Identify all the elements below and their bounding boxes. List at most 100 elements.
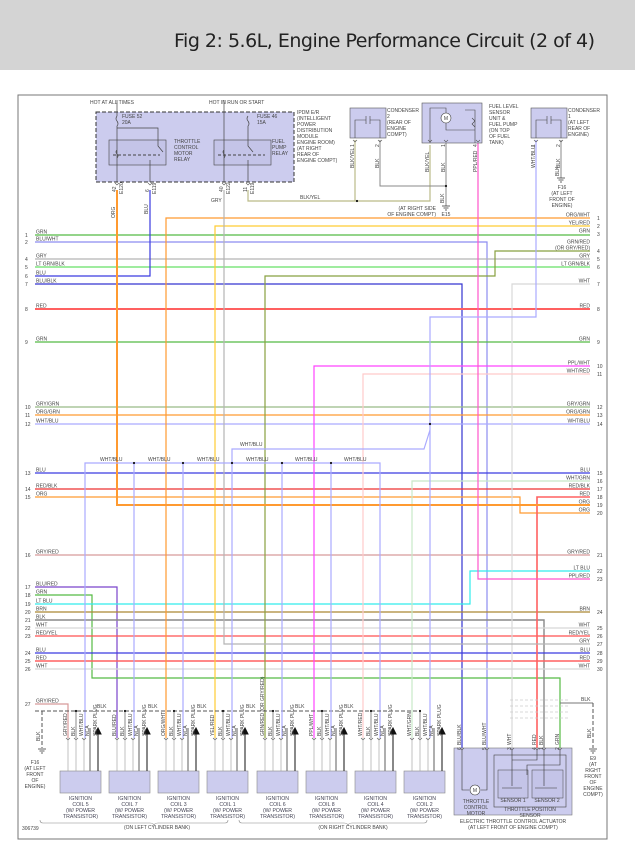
left-row-label: RED [36,304,47,310]
connector-pin-icon [114,182,120,186]
coil-name: TRANSISTOR) [161,814,196,820]
coil-pin-label: BLK [317,726,323,736]
condenser-1-label: CONDENSER [568,108,600,114]
wire-yel-red [214,225,590,738]
fuel-pump-relay [213,139,272,166]
e9-label: ENGINE [583,786,603,792]
wire-label: BLK [555,166,561,176]
wire-label: WHT/BLU [531,145,537,168]
sensor-1 [497,769,529,799]
coil-pin-leads [165,738,183,771]
pin-number: 1 [441,144,447,147]
left-row-label: BLU [36,271,46,277]
sensor-2-label: SENSOR 2 [534,798,560,804]
coil-name: (W/ POWER [312,808,341,814]
left-row-number: 1 [25,233,28,239]
throttle-motor-label: THROTTLE [463,799,490,805]
motor-symbol: M [473,788,477,794]
connector-pin-icon [221,182,227,186]
wire-blu-6 [35,190,151,277]
coil-name: IGNITION [118,796,141,802]
left-row-number: 18 [25,593,31,599]
left-row-label: BLU/RED [36,582,58,588]
fuse-46-label: 15A [257,120,267,126]
actuator-pin-wire-label: WHT [507,734,513,745]
left-row-number: 26 [25,667,31,673]
right-row-label: BLU [580,468,590,474]
condenser-2-label: ENGINE [387,126,407,132]
coil-pin-label: BLK [415,726,421,736]
hot-in-run-or-start-label: HOT IN RUN OR START [209,100,264,106]
coil-pin-label: NCA [85,725,91,736]
coil-name: COIL 3 [170,802,186,808]
fuse-46-label: FUSE 46 [257,114,278,120]
splice-dot [280,461,284,465]
coil-pin-label: WHT/RED [358,712,364,736]
left-row-label: BLU/BLK [36,279,57,285]
coil-name: TRANSISTOR) [309,814,344,820]
f16-bottom-label: F16 [31,760,40,766]
right-row-number: 24 [597,610,603,616]
e15-label: E15 [442,212,451,218]
ignition-coil-6 [305,770,348,794]
e15-location: OF ENGINE COMPT) [387,212,436,218]
coil-pin-leads [264,738,282,771]
coil-pin-label: YEL/RED [210,714,216,736]
right-row-label: PPL/WHT [568,361,590,367]
f16-top-label: FRONT OF [549,197,574,203]
coil-name: IGNITION [266,796,289,802]
coil-name: TRANSISTOR) [210,814,245,820]
left-row-number: 6 [25,274,28,280]
throttle-motor-label: MOTOR [467,811,486,817]
wire-wht-grn [411,480,590,738]
ipdm-connector-id: E122 [226,182,232,194]
throttle-relay-label: MOTOR [174,151,193,157]
right-row-number: 14 [597,422,603,428]
fuel-pump-internal-icon [429,107,476,143]
wire-label: BLK/YEL [300,195,321,201]
ground-f16-icon [557,177,565,183]
coil-pin-label: NCA [282,725,288,736]
pin-number: 2 [556,144,562,147]
right-row-number: 22 [597,569,603,575]
ipdm-label: IPDM E/R [297,110,320,116]
left-row-number: 20 [25,610,31,616]
left-row-number: 5 [25,265,28,271]
connector-pin-icon [509,747,515,751]
splice-dot [132,461,136,465]
coil-pin-label: SPARK PLUG [437,704,443,736]
e9-label: OF [590,780,597,786]
wires [35,140,594,750]
wht-blu-bus-label: WHT/BLU [148,457,171,463]
ipdm-label: ENGINE COMPT) [297,158,338,164]
splice-dot [123,709,127,713]
splice-dot [418,709,422,713]
coil-pin-label: BLK [366,726,372,736]
right-bank-label: (ON RIGHT CYLINDER BANK) [318,825,388,831]
left-row-label: ORG [36,492,48,498]
coil-pin-label: WHT/BLU [226,713,232,736]
wire-label: BLK/YEL [350,147,356,168]
left-row-number: 12 [25,422,31,428]
actuator-pin-number: 4 [532,747,538,750]
left-row-number: 15 [25,495,31,501]
coil-pin-label: SPARK PLUG [339,704,345,736]
spark-plug-arrow-icon [291,726,299,771]
wire-wht-7 [511,283,590,750]
left-bank-brace [39,819,229,827]
coil-name: (W/ POWER [115,808,144,814]
right-row-label: WHT [579,664,590,670]
wire-ppl-red [477,140,590,580]
left-row-label: WHT [36,664,47,670]
left-row-number: 8 [25,307,28,313]
wire-org-19 [116,190,590,506]
coil-name: COIL 8 [318,802,334,808]
coil-pin-label: BLK [120,726,126,736]
left-row-label: WHT [36,623,47,629]
wire-label: BLK [441,162,447,172]
fuel-pump-motor-symbol: M [444,116,448,122]
coil-name: TRANSISTOR) [358,814,393,820]
ipdm-pin-number: 40 [219,186,225,192]
left-row-label: BLU/WHT [36,237,59,243]
